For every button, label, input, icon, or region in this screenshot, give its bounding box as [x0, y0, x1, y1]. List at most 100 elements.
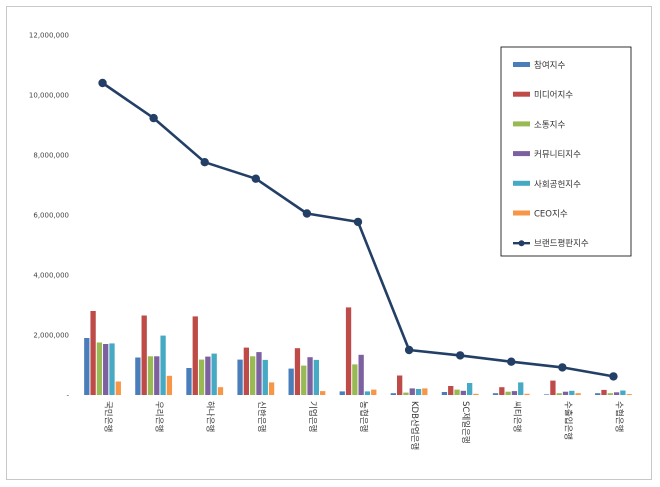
- bar: [518, 382, 524, 395]
- y-tick-label: 8,000,000: [33, 152, 69, 160]
- bar: [339, 391, 345, 395]
- bar: [109, 343, 115, 395]
- bar: [268, 382, 275, 395]
- y-tick-label: 6,000,000: [33, 212, 69, 220]
- x-tick-label: 신한은행: [256, 401, 267, 432]
- line-point: [507, 357, 516, 366]
- x-tick-label: 수출입은행: [562, 401, 573, 440]
- bar: [237, 359, 243, 395]
- x-axis: 국민은행 우리은행 하나은행 신한은행 기업은행 농협은행 KDB산업은행 SC제일은행 씨티은…: [103, 401, 625, 450]
- line-point: [558, 363, 567, 372]
- line-point: [149, 113, 158, 123]
- x-tick-label: 우리은행: [154, 401, 165, 432]
- bar: [288, 368, 294, 395]
- bar: [575, 393, 581, 395]
- legend-swatch: [513, 180, 530, 186]
- bar: [511, 391, 518, 395]
- bar: [243, 347, 250, 395]
- legend-swatch: [513, 210, 530, 216]
- line-point: [609, 372, 618, 381]
- bar: [256, 352, 262, 395]
- bar: [205, 356, 211, 395]
- bar: [562, 391, 569, 395]
- legend-swatch: [513, 121, 530, 127]
- x-tick-label: 농협은행: [358, 401, 369, 432]
- x-tick-label: KDB산업은행: [409, 401, 420, 450]
- bar: [364, 391, 371, 395]
- brand-reputation-chart: - 2,000,000 4,000,000 6,000,000 8,000,000 10,…: [29, 32, 632, 450]
- bar: [396, 375, 403, 395]
- bar: [441, 392, 448, 395]
- bar: [166, 375, 173, 395]
- bar: [524, 393, 530, 395]
- bar: [90, 311, 96, 395]
- bar: [154, 356, 160, 395]
- bar: [307, 357, 313, 395]
- bar: [345, 307, 352, 395]
- bar: [198, 359, 205, 395]
- legend-label: 소통지수: [534, 120, 565, 130]
- bar: [499, 387, 505, 395]
- legend-marker: [518, 240, 525, 247]
- line-point: [404, 345, 414, 355]
- bar: [141, 315, 147, 395]
- line-point: [251, 174, 261, 183]
- bar: [454, 389, 460, 395]
- bar: [473, 393, 479, 395]
- bar: [460, 390, 466, 395]
- x-tick-label: 하나은행: [205, 401, 216, 432]
- legend-swatch: [513, 62, 530, 67]
- bar: [626, 394, 632, 395]
- bar: [415, 389, 422, 395]
- x-tick-label: 기업은행: [307, 401, 318, 432]
- bar: [505, 391, 511, 395]
- bar: [607, 393, 613, 395]
- bar: [352, 364, 358, 395]
- bar: [550, 380, 556, 395]
- y-tick-label: -: [66, 392, 69, 400]
- bar: [543, 394, 550, 395]
- bar: [250, 356, 256, 395]
- bar: [403, 392, 409, 395]
- bar: [492, 393, 499, 395]
- bar: [422, 388, 428, 395]
- bar: [371, 389, 377, 395]
- bar: [147, 356, 154, 395]
- y-axis: - 2,000,000 4,000,000 6,000,000 8,000,000 10,…: [29, 32, 70, 400]
- bar: [620, 390, 626, 395]
- legend-label: 참여지수: [534, 60, 565, 71]
- bar: [320, 391, 326, 395]
- bar: [186, 368, 192, 395]
- bar: [556, 393, 562, 395]
- bar: [294, 348, 301, 395]
- bar: [613, 392, 620, 395]
- bar: [569, 390, 575, 395]
- x-tick-label: SC제일은행: [460, 401, 471, 444]
- legend-swatch: [513, 151, 530, 157]
- bar: [601, 389, 607, 395]
- legend-swatch: [513, 91, 530, 97]
- bar: [211, 353, 217, 395]
- line-point: [200, 158, 209, 167]
- bar: [135, 357, 141, 395]
- bar: [192, 316, 198, 395]
- chart-frame: - 2,000,000 4,000,000 6,000,000 8,000,000 10,…: [6, 6, 652, 480]
- legend-label: 브랜드평판지수: [534, 238, 589, 249]
- legend-label: 커뮤니티지수: [534, 149, 581, 160]
- y-tick-label: 4,000,000: [33, 272, 69, 280]
- bar: [448, 386, 454, 395]
- legend-label: CEO지수: [534, 210, 568, 220]
- y-tick-label: 12,000,000: [29, 32, 69, 40]
- y-tick-label: 10,000,000: [29, 92, 69, 100]
- bar: [595, 393, 601, 395]
- bar: [84, 338, 90, 395]
- x-tick-label: 씨티은행: [511, 401, 522, 432]
- legend-label: 사회공헌지수: [534, 180, 581, 190]
- bar: [217, 387, 224, 395]
- bar: [301, 365, 307, 395]
- y-tick-label: 2,000,000: [33, 332, 69, 340]
- bar: [96, 342, 103, 395]
- line-series: [98, 78, 618, 381]
- bar: [390, 393, 396, 395]
